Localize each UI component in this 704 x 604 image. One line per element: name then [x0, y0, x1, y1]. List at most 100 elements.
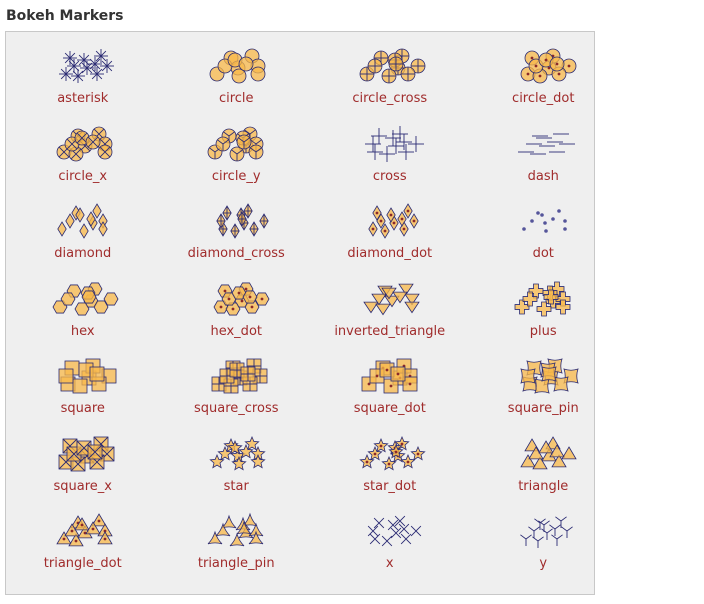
marker-glyph	[248, 221, 259, 237]
marker-glyph	[367, 525, 379, 537]
marker-glyph	[387, 519, 399, 531]
marker-cell-diamond: diamond	[6, 195, 160, 273]
marker-glyph	[89, 366, 105, 382]
marker-glyph	[67, 59, 81, 73]
marker-glyph	[381, 287, 397, 299]
marker-glyph	[398, 283, 414, 295]
marker-glyph	[386, 207, 396, 223]
marker-glyph	[381, 68, 397, 84]
marker-glyph	[409, 213, 419, 229]
marker-glyph	[226, 439, 243, 455]
marker-sample-hex	[52, 282, 119, 315]
marker-glyph	[365, 135, 381, 152]
marker-glyph	[367, 58, 383, 74]
marker-label: plus	[529, 323, 557, 339]
marker-glyph	[388, 137, 404, 154]
marker-glyph	[92, 203, 102, 219]
marker-sample-y	[519, 516, 573, 548]
marker-sample-triangle-pin	[207, 512, 263, 547]
marker-label: diamond	[54, 246, 112, 261]
marker-sample-circle-cross	[359, 48, 426, 84]
marker-glyph	[86, 211, 96, 227]
marker-glyph	[385, 129, 401, 146]
marker-glyph	[91, 513, 107, 527]
marker-glyph	[400, 453, 416, 469]
marker-glyph	[369, 533, 381, 545]
marker-glyph	[380, 223, 390, 239]
marker-glyph	[94, 49, 108, 63]
marker-glyph	[373, 437, 389, 453]
marker-glyph	[540, 528, 553, 540]
marker-glyph	[57, 221, 67, 237]
marker-cell-diamond-dot: diamond_dot	[313, 195, 467, 273]
marker-glyph	[519, 534, 532, 546]
marker-glyph	[555, 299, 570, 314]
marker-cell-star-dot: star_dot	[313, 428, 467, 506]
marker-label: hex_dot	[210, 323, 262, 339]
marker-glyph	[392, 291, 408, 303]
marker-cell-circle-dot: circle_dot	[467, 40, 621, 118]
marker-glyph	[408, 135, 424, 152]
marker-glyph	[390, 366, 406, 382]
marker-cell-triangle-pin: triangle_pin	[160, 505, 314, 583]
marker-sample-diamond-cross	[215, 203, 269, 239]
marker-glyph	[258, 213, 269, 229]
marker-label: square_x	[53, 478, 112, 494]
marker-label: hex	[70, 323, 95, 339]
marker-glyph	[79, 223, 89, 239]
marker-glyph	[410, 58, 426, 74]
marker-cell-square-x: square_x	[6, 428, 160, 506]
page-title: Bokeh Markers	[6, 8, 124, 24]
marker-sample-triangle	[519, 435, 577, 469]
marker-label: star_dot	[363, 478, 417, 494]
marker-glyph	[225, 302, 240, 315]
marker-glyph	[381, 535, 393, 547]
marker-glyph	[552, 376, 569, 392]
marker-glyph	[72, 378, 88, 394]
marker-cell-circle-x: circle_x	[6, 118, 160, 196]
marker-glyph	[58, 368, 74, 384]
marker-glyph	[529, 219, 534, 223]
marker-glyph	[543, 289, 558, 304]
marker-glyph	[77, 53, 91, 67]
marker-glyph	[402, 376, 418, 392]
marker-glyph	[221, 292, 236, 305]
marker-label: x	[385, 556, 394, 571]
marker-glyph	[396, 133, 412, 150]
marker-label: circle_x	[58, 168, 108, 184]
marker-label: y	[539, 556, 548, 571]
marker-glyph	[85, 521, 101, 535]
marker-cell-square-pin: square_pin	[467, 350, 621, 428]
marker-glyph	[535, 211, 540, 215]
marker-label: square_dot	[353, 401, 426, 416]
marker-glyph	[207, 530, 222, 545]
marker-label: triangle_pin	[197, 556, 275, 571]
marker-glyph	[404, 301, 420, 313]
marker-glyph	[531, 536, 544, 548]
marker-glyph	[242, 203, 253, 219]
marker-glyph	[514, 299, 529, 314]
marker-glyph	[548, 524, 561, 536]
marker-glyph	[403, 203, 413, 219]
marker-glyph	[554, 516, 567, 528]
marker-glyph	[97, 531, 113, 545]
marker-glyph	[531, 455, 548, 469]
marker-sample-cross	[365, 125, 424, 162]
marker-label: dot	[532, 246, 554, 261]
marker-glyph	[392, 125, 408, 142]
marker-label: star	[223, 478, 249, 494]
marker-glyph	[519, 368, 536, 384]
marker-glyph	[229, 146, 244, 161]
marker-label: diamond_cross	[187, 246, 285, 261]
marker-glyph	[87, 444, 103, 459]
marker-glyph	[81, 290, 97, 303]
marker-label: triangle_dot	[43, 556, 122, 571]
marker-glyph	[522, 291, 537, 306]
marker-cell-square-dot: square_dot	[313, 350, 467, 428]
marker-cell-star: star	[160, 428, 314, 506]
marker-glyph	[394, 515, 406, 527]
marker-glyph	[74, 302, 90, 315]
marker-cell-square: square	[6, 350, 160, 428]
marker-glyph	[368, 221, 378, 237]
marker-cell-circle: circle	[160, 40, 314, 118]
